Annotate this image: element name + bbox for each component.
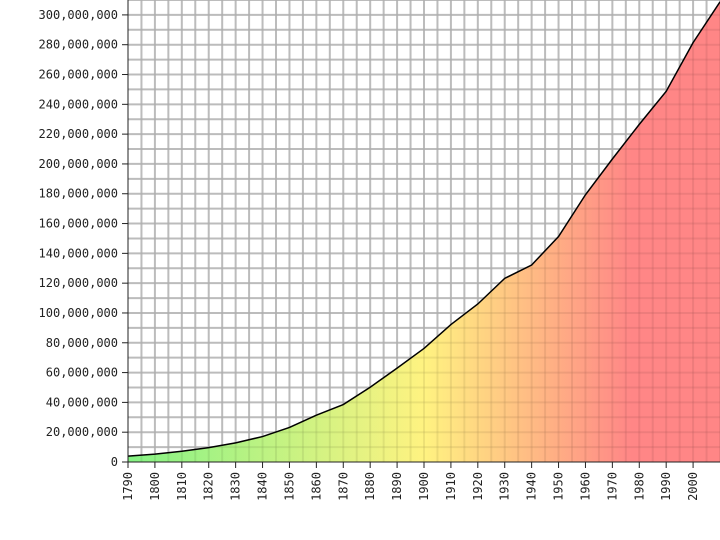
y-tick-label: 220,000,000 bbox=[39, 127, 118, 141]
y-tick-label: 300,000,000 bbox=[39, 8, 118, 22]
x-tick-label: 1970 bbox=[605, 472, 619, 501]
x-tick-label: 1920 bbox=[471, 472, 485, 501]
x-tick-label: 1830 bbox=[229, 472, 243, 501]
y-tick-label: 20,000,000 bbox=[46, 425, 118, 439]
y-tick-label: 140,000,000 bbox=[39, 246, 118, 260]
x-tick-label: 1910 bbox=[444, 472, 458, 501]
x-tick-label: 1800 bbox=[148, 472, 162, 501]
y-tick-label: 40,000,000 bbox=[46, 395, 118, 409]
y-tick-label: 180,000,000 bbox=[39, 187, 118, 201]
x-tick-label: 2000 bbox=[686, 472, 700, 501]
x-axis-ticks: 1790 1800 1810 1820 1830 1840 1850 1860 1870 1880… bbox=[121, 462, 700, 501]
area-fill bbox=[128, 1, 720, 463]
y-tick-label: 0 bbox=[111, 455, 118, 469]
x-tick-label: 1960 bbox=[578, 472, 592, 501]
y-tick-label: 100,000,000 bbox=[39, 306, 118, 320]
x-tick-label: 1790 bbox=[121, 472, 135, 501]
x-tick-label: 1870 bbox=[336, 472, 350, 501]
x-tick-label: 1810 bbox=[175, 472, 189, 501]
x-tick-label: 1940 bbox=[525, 472, 539, 501]
grid-lines-over-area bbox=[128, 0, 720, 462]
x-tick-label: 1860 bbox=[309, 472, 323, 501]
series-line bbox=[127, 1, 720, 457]
x-tick-label: 1930 bbox=[498, 472, 512, 501]
x-tick-label: 1900 bbox=[417, 472, 431, 501]
y-tick-label: 280,000,000 bbox=[39, 38, 118, 52]
x-tick-label: 1840 bbox=[256, 472, 270, 501]
y-tick-label: 120,000,000 bbox=[39, 276, 118, 290]
x-tick-label: 1950 bbox=[552, 472, 566, 501]
y-axis-ticks: 0 20,000,000 40,000,000 60,000,000 80,000,00… bbox=[39, 8, 128, 469]
x-tick-label: 1850 bbox=[282, 472, 296, 501]
x-tick-label: 1890 bbox=[390, 472, 404, 501]
y-tick-label: 60,000,000 bbox=[46, 366, 118, 380]
y-tick-label: 260,000,000 bbox=[39, 68, 118, 82]
x-tick-label: 1990 bbox=[659, 472, 673, 501]
y-tick-label: 80,000,000 bbox=[46, 336, 118, 350]
y-tick-label: 200,000,000 bbox=[39, 157, 118, 171]
y-tick-label: 240,000,000 bbox=[39, 97, 118, 111]
x-tick-label: 1820 bbox=[202, 472, 216, 501]
y-tick-label: 160,000,000 bbox=[39, 217, 118, 231]
x-tick-label: 1880 bbox=[363, 472, 377, 501]
x-tick-label: 1980 bbox=[632, 472, 646, 501]
